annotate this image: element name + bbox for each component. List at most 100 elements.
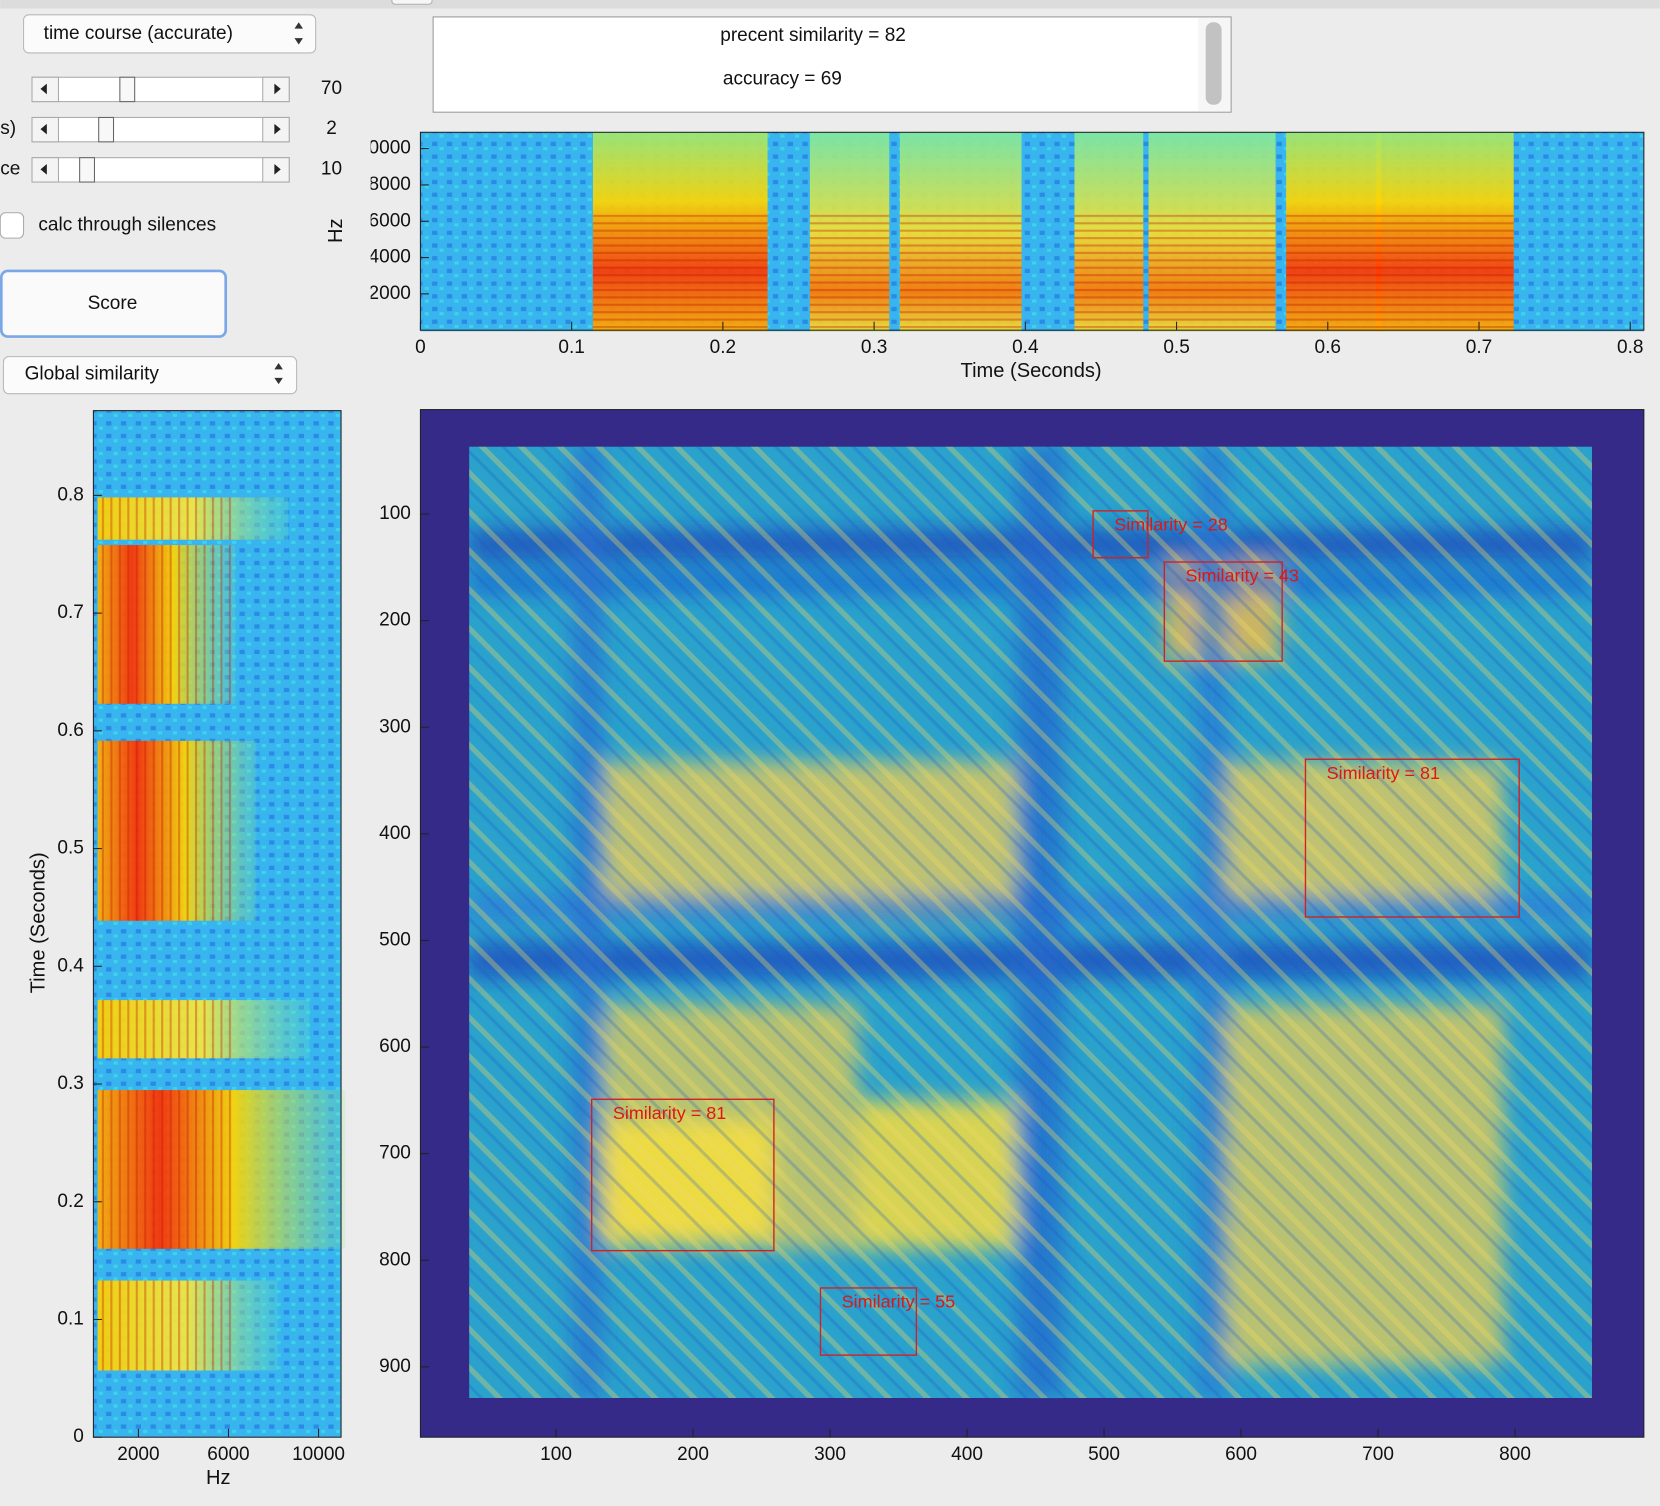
x-tick-label: 10000 bbox=[292, 1444, 345, 1465]
result-line: accuracy = 69 bbox=[723, 68, 842, 89]
tab[interactable] bbox=[391, 0, 433, 5]
x-tick-label: 500 bbox=[1088, 1444, 1120, 1465]
axes-frame bbox=[419, 131, 1645, 331]
checkbox[interactable] bbox=[0, 212, 25, 239]
x-tick-label: 400 bbox=[951, 1444, 983, 1465]
sliders: 70 2 s) 10 ce bbox=[0, 76, 342, 183]
y-tick-label: 900 bbox=[379, 1356, 411, 1377]
slider-value: 10 bbox=[321, 158, 342, 179]
x-tick-label: 800 bbox=[1499, 1444, 1531, 1465]
region-label: Similarity = 28 bbox=[1114, 514, 1227, 534]
y-tick-label: 100 bbox=[379, 503, 411, 524]
x-tick-label: 0.3 bbox=[861, 337, 887, 358]
x-tick-label: 0.4 bbox=[1012, 337, 1039, 358]
x-tick-label: 700 bbox=[1362, 1444, 1394, 1465]
harmonics bbox=[1074, 211, 1144, 332]
harmonics bbox=[592, 211, 768, 332]
menu-arrows bbox=[294, 22, 303, 45]
y-axis-label: Time (Seconds) bbox=[28, 852, 50, 993]
axes: 0 0.1 0.2 0.3 0.4 0.5 0.6 0.7 0.8 200040006000800… bbox=[28, 131, 1645, 1489]
mode-menu[interactable] bbox=[23, 14, 317, 54]
slider-thumb[interactable] bbox=[79, 157, 95, 183]
similarity-matrix-image bbox=[420, 409, 1644, 1438]
harmonics bbox=[97, 497, 236, 540]
slider-thumb[interactable] bbox=[98, 116, 115, 143]
score-button-text: Score bbox=[88, 293, 138, 314]
harmonics bbox=[97, 1280, 236, 1371]
y-tick-label: 300 bbox=[379, 716, 411, 737]
region-label: Similarity = 81 bbox=[1327, 763, 1440, 783]
x-tick-label: 0 bbox=[415, 337, 426, 358]
region-box bbox=[1092, 510, 1149, 559]
y-tick-label: 0.8 bbox=[57, 484, 83, 505]
y-tick-label: 400 bbox=[379, 823, 411, 844]
y-tick-label: 0.5 bbox=[57, 838, 83, 859]
checkbox-label: calc through silences bbox=[38, 214, 216, 235]
slider-label: s) bbox=[0, 118, 16, 139]
mode-menu-text: time course (accurate) bbox=[44, 23, 233, 44]
results-box bbox=[432, 16, 1232, 113]
y-tick-label: 800 bbox=[379, 1249, 411, 1270]
harmonics bbox=[1148, 211, 1276, 332]
harmonics bbox=[809, 211, 890, 332]
region-box bbox=[1163, 561, 1283, 662]
view-menu[interactable] bbox=[2, 356, 298, 395]
menu-arrows bbox=[274, 363, 283, 385]
y-tick-label: 700 bbox=[379, 1143, 411, 1164]
region-label: Similarity = 43 bbox=[1186, 566, 1299, 586]
region-label: Similarity = 81 bbox=[613, 1103, 726, 1123]
y-tick-label: 0.4 bbox=[57, 955, 84, 976]
x-tick-label: 0.6 bbox=[1315, 337, 1341, 358]
harmonics bbox=[97, 1090, 236, 1249]
slider-value: 2 bbox=[326, 118, 337, 139]
result-line: precent similarity = 82 bbox=[720, 25, 906, 46]
slider-track bbox=[31, 76, 290, 103]
x-tick-label: 600 bbox=[1225, 1444, 1257, 1465]
x-tick-label: 0.8 bbox=[1617, 337, 1643, 358]
arrow bbox=[40, 164, 47, 175]
x-tick-label: 300 bbox=[814, 1444, 846, 1465]
slider-track bbox=[31, 157, 290, 183]
arrow bbox=[40, 83, 47, 95]
harmonics bbox=[1286, 211, 1382, 332]
x-tick-label: 200 bbox=[677, 1444, 709, 1465]
title-strip bbox=[0, 0, 1660, 9]
y-tick-label: 2000 bbox=[369, 283, 411, 304]
harmonics bbox=[97, 740, 236, 921]
harmonics bbox=[97, 1000, 236, 1059]
y-axis-label: Hz bbox=[325, 218, 347, 243]
region-label: Similarity = 55 bbox=[842, 1292, 955, 1312]
slider-value: 70 bbox=[321, 78, 342, 99]
region-box bbox=[819, 1287, 918, 1356]
harmonics bbox=[1376, 211, 1514, 332]
x-tick-label: 0.7 bbox=[1466, 337, 1492, 358]
harmonics bbox=[899, 211, 1022, 332]
y-tick-label: 500 bbox=[379, 929, 411, 950]
x-tick-label: 0.2 bbox=[710, 337, 736, 358]
y-tick-label: 0.6 bbox=[57, 720, 83, 741]
axes-frame bbox=[419, 409, 1645, 1438]
side-spectrogram-image bbox=[93, 410, 346, 1438]
x-tick-label: 0.5 bbox=[1163, 337, 1189, 358]
x-axis-label: Time (Seconds) bbox=[961, 360, 1102, 382]
arrow bbox=[40, 123, 47, 135]
region-box bbox=[1304, 758, 1520, 918]
score-button[interactable] bbox=[0, 269, 228, 338]
view-menu-text: Global similarity bbox=[25, 364, 160, 385]
y-tick-label: 0 bbox=[73, 1426, 84, 1447]
y-tick-label: 200 bbox=[379, 610, 411, 631]
slider-thumb[interactable] bbox=[119, 76, 136, 103]
y-tick-label: 600 bbox=[379, 1036, 411, 1057]
x-tick-label: 0.1 bbox=[558, 337, 584, 358]
y-tick-label: 10000 bbox=[358, 138, 411, 159]
y-tick-labels: 2000 4000 6000 8000 10000 bbox=[358, 138, 411, 304]
y-tick-label: 0.1 bbox=[57, 1309, 83, 1330]
y-tick-label: 0.7 bbox=[57, 602, 83, 623]
region-box bbox=[590, 1098, 775, 1252]
arrow bbox=[274, 164, 281, 175]
x-tick-label: 2000 bbox=[117, 1444, 159, 1465]
y-tick-label: 0.2 bbox=[57, 1191, 83, 1212]
scroll-thumb[interactable] bbox=[1205, 22, 1222, 105]
